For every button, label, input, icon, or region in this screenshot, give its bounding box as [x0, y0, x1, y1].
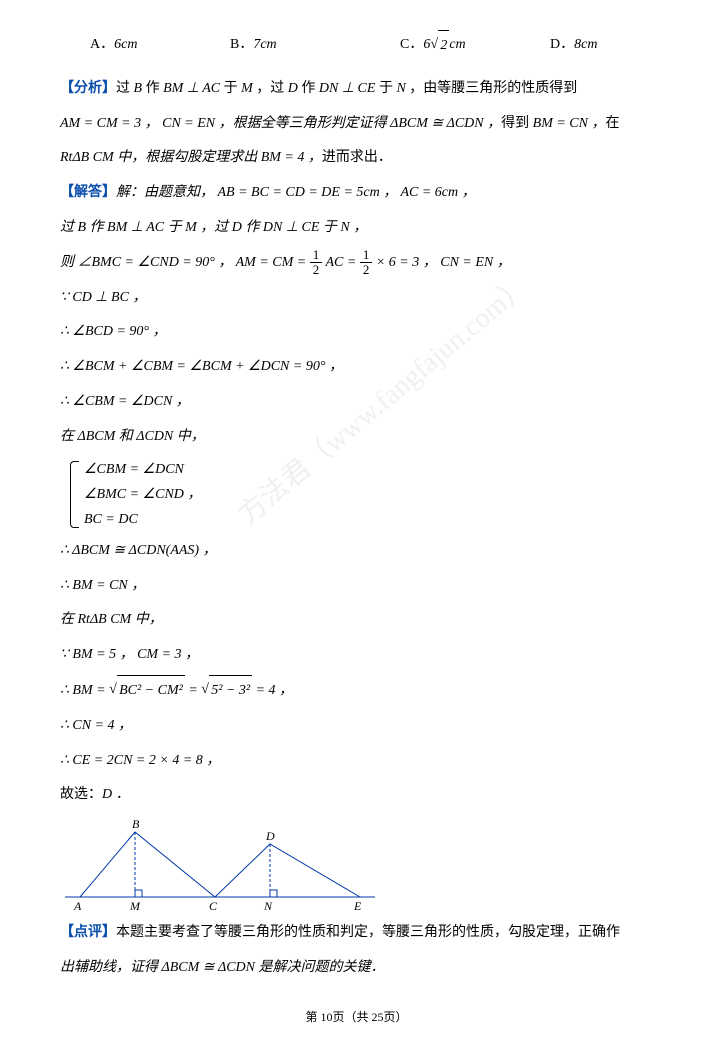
t: AM = CM = 3 ， [60, 116, 159, 131]
t: BM ⊥ AC [163, 81, 220, 96]
solve-line-5: ∴ ∠BCD = 90° ， [60, 317, 653, 348]
brace-2: ∠BMC = ∠CND ， [84, 482, 201, 507]
rad1: BC² − CM² [117, 675, 185, 707]
t: BM = CN ， [533, 116, 606, 131]
brace-3: BC = DC [84, 507, 201, 532]
t: 解：由题意知， AB = BC = CD = DE = 5cm ， AC = 6… [116, 185, 476, 200]
review-line-2: 出辅助线，证得 ΔBCM ≅ ΔCDN 是解决问题的关键． [60, 953, 653, 984]
t: ∴ BM = [60, 683, 109, 698]
analysis-line-3: RtΔB CM 中，根据勾股定理求出 BM = 4 ，进而求出． [60, 143, 653, 174]
solve-line-10: ∴ BM = CN ， [60, 571, 653, 602]
t: 则 ∠BMC = ∠CND = 90° ， AM = CM = [60, 255, 310, 270]
t: RtΔB CM 中，根据勾股定理求出 [60, 150, 261, 165]
option-b-letter: B． [230, 30, 253, 62]
solve-line-11: 在 RtΔB CM 中， [60, 605, 653, 636]
solve-line-6: ∴ ∠BCM + ∠CBM = ∠BCM + ∠DCN = 90° ， [60, 352, 653, 383]
brace-1: ∠CBM = ∠DCN [84, 457, 201, 482]
solve-line-9: ∴ ΔBCM ≅ ΔCDN(AAS) ， [60, 536, 653, 567]
t: D ． [102, 787, 130, 802]
t: 过 [116, 81, 134, 96]
solve-line-2: 过 B 作 BM ⊥ AC 于 M ，过 D 作 DN ⊥ CE 于 N ， [60, 213, 653, 244]
review-line-1: 【点评】本题主要考查了等腰三角形的性质和判定，等腰三角形的性质，勾股定理，正确作 [60, 918, 653, 949]
option-b-text: 7cm [253, 30, 276, 62]
solve-line-3: 则 ∠BMC = ∠CND = 90° ， AM = CM = 12 AC = … [60, 248, 653, 279]
t: N [396, 81, 405, 96]
solve-line-8: 在 ΔBCM 和 ΔCDN 中， [60, 422, 653, 453]
option-a-text: 6cm [114, 30, 137, 62]
t: D [288, 81, 298, 96]
solve-line-7: ∴ ∠CBM = ∠DCN ， [60, 387, 653, 418]
lbl-M: M [129, 899, 141, 912]
t: AC = [322, 255, 360, 270]
den: 2 [310, 263, 323, 277]
t: × 6 = 3 ， CN = EN ， [372, 255, 510, 270]
t: 本题主要考查了等腰三角形的性质和判定，等腰三角形的性质，勾股定理，正确作 [116, 925, 620, 940]
den: 2 [360, 263, 373, 277]
t: ΔBCM ≅ ΔCDN ， [390, 116, 501, 131]
solve-line-13: ∴ BM = BC² − CM² = 5² − 3² = 4 ， [60, 675, 653, 707]
solve-line-16: 故选：D ． [60, 780, 653, 811]
brace-system: ∠CBM = ∠DCN ∠BMC = ∠CND ， BC = DC [70, 457, 201, 533]
t: = [185, 683, 201, 698]
t: 于 [220, 81, 241, 96]
t: 出辅助线，证得 ΔBCM ≅ ΔCDN 是解决问题的关键． [60, 960, 385, 975]
lbl-A: A [73, 899, 82, 912]
answer-options: A．6cm B．7cm C．62cm D．8cm [60, 30, 653, 62]
t: 故选： [60, 787, 102, 802]
triangle-diagram: A M C N E B D [60, 817, 380, 912]
option-d-text: 8cm [574, 30, 597, 62]
rad2: 5² − 3² [209, 675, 252, 707]
t: = 4 ， [252, 683, 293, 698]
t: DN ⊥ CE [319, 81, 376, 96]
num: 1 [310, 248, 323, 263]
solve-line-14: ∴ CN = 4 ， [60, 711, 653, 742]
lbl-C: C [209, 899, 218, 912]
t: 在 [605, 116, 619, 131]
option-c-rad: 2 [438, 30, 449, 62]
t: 进而求出． [322, 150, 392, 165]
t: ，由等腰三角形的性质得到 [406, 81, 578, 96]
solve-line-4: ∵ CD ⊥ BC ， [60, 283, 653, 314]
t: ，过 [253, 81, 288, 96]
t: 得到 [501, 116, 533, 131]
review-head: 【点评】 [60, 925, 116, 940]
solve-line-12: ∵ BM = 5 ， CM = 3 ， [60, 640, 653, 671]
analysis-head: 【分析】 [60, 81, 116, 96]
option-d-letter: D． [550, 30, 574, 62]
t: 作 [298, 81, 319, 96]
t: CN = EN ，根据全等三角形判定证得 [159, 116, 391, 131]
option-b: B．7cm [230, 30, 400, 62]
analysis-line-2: AM = CM = 3 ， CN = EN ，根据全等三角形判定证得 ΔBCM … [60, 109, 653, 140]
option-c: C．62cm [400, 30, 550, 62]
solve-line-15: ∴ CE = 2CN = 2 × 4 = 8 ， [60, 746, 653, 777]
option-a: A．6cm [90, 30, 230, 62]
option-c-post: cm [449, 30, 465, 62]
solve-line-1: 【解答】解：由题意知， AB = BC = CD = DE = 5cm ， AC… [60, 178, 653, 209]
t: B [134, 81, 143, 96]
lbl-E: E [353, 899, 362, 912]
option-d: D．8cm [550, 30, 597, 62]
t: 于 [375, 81, 396, 96]
option-c-letter: C． [400, 30, 423, 62]
option-c-pre: 6 [423, 30, 430, 62]
t: M [241, 81, 253, 96]
page-footer: 第 10页（共 25页） [60, 1004, 653, 1030]
lbl-D: D [265, 829, 275, 843]
option-a-letter: A． [90, 30, 114, 62]
num: 1 [360, 248, 373, 263]
lbl-N: N [263, 899, 273, 912]
solve-head: 【解答】 [60, 185, 116, 200]
analysis-line-1: 【分析】过 B 作 BM ⊥ AC 于 M ，过 D 作 DN ⊥ CE 于 N… [60, 74, 653, 105]
t: 作 [142, 81, 163, 96]
lbl-B: B [132, 817, 140, 831]
t: BM = 4 ， [261, 150, 322, 165]
